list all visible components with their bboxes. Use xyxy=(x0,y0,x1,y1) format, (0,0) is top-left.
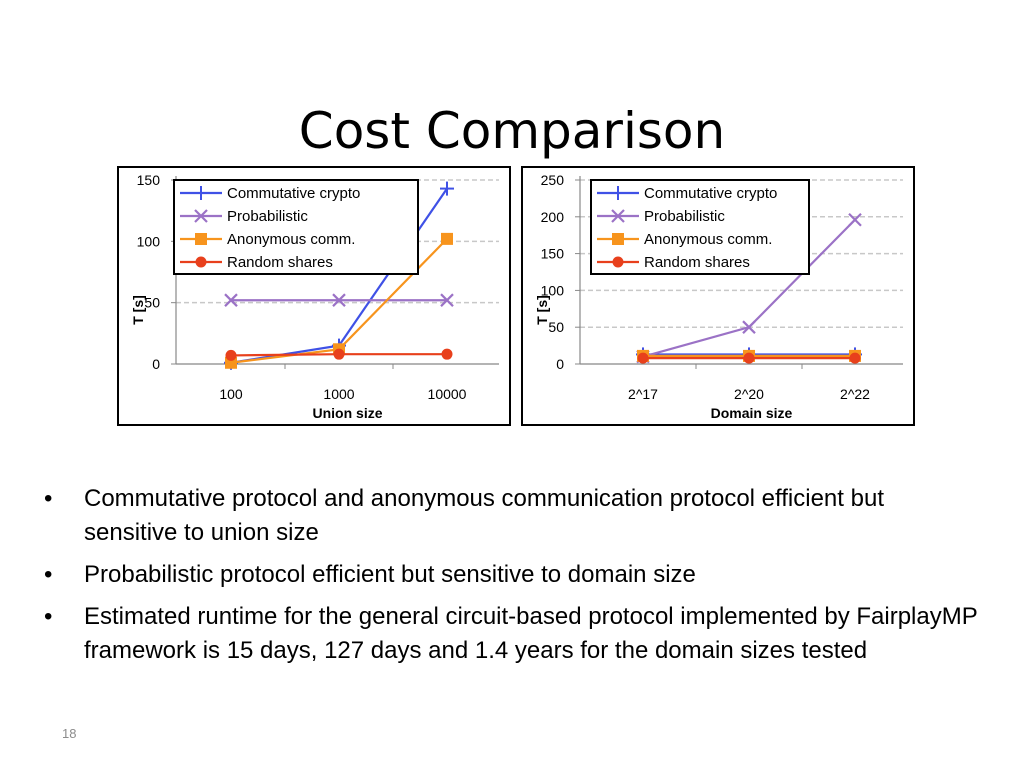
legend-marker xyxy=(612,256,624,268)
legend: Commutative crypto Probabilistic Anonymous… xyxy=(173,179,419,275)
chart-union-size: 0 50 100 150 100 1000 10000 Union size T [s] Comm… xyxy=(117,166,511,426)
point-random-shares xyxy=(333,348,345,360)
legend-marker xyxy=(611,209,625,223)
x-tick-label: 1000 xyxy=(323,386,354,402)
point-probabilistic xyxy=(224,293,238,307)
legend: Commutative crypto Probabilistic Anonymous… xyxy=(590,179,810,275)
legend-box xyxy=(173,179,419,275)
legend-label: Probabilistic xyxy=(644,208,725,225)
chart-domain-size: 0 50 100 150 200 250 2^17 2^20 2^22 Domain size T … xyxy=(521,166,915,426)
y-tick-label: 100 xyxy=(137,233,161,249)
bullet-dot-icon: • xyxy=(44,603,53,630)
bullet-dot-icon: • xyxy=(44,561,53,588)
bullet-item: • Probabilistic protocol efficient but se… xyxy=(40,558,980,592)
x-tick-label: 2^17 xyxy=(628,386,658,402)
x-tick-label: 2^22 xyxy=(840,386,870,402)
bullet-dot-icon: • xyxy=(44,485,53,512)
y-tick-label: 150 xyxy=(137,172,161,188)
legend-marker xyxy=(194,186,208,200)
legend-label: Random shares xyxy=(644,254,750,271)
chart-domain-size-svg: 0 50 100 150 200 250 2^17 2^20 2^22 Domain size T … xyxy=(534,172,903,421)
y-tick-label: 250 xyxy=(541,172,565,188)
point-random-shares xyxy=(637,352,649,364)
legend-label: Commutative crypto xyxy=(227,185,360,202)
bullet-text: Commutative protocol and anonymous commu… xyxy=(84,485,884,546)
page-number: 18 xyxy=(62,726,77,741)
y-tick-label: 50 xyxy=(548,319,564,335)
legend-label: Commutative crypto xyxy=(644,185,777,202)
point-probabilistic xyxy=(848,212,862,227)
point-probabilistic xyxy=(742,320,756,334)
x-axis-label: Domain size xyxy=(711,405,793,421)
y-tick-label: 150 xyxy=(541,246,565,262)
legend-marker xyxy=(194,209,208,223)
y-tick-label: 200 xyxy=(541,209,565,225)
x-tick-label: 100 xyxy=(219,386,243,402)
chart-union-size-svg: 0 50 100 150 100 1000 10000 Union size T [s] Comm… xyxy=(130,172,499,421)
x-axis-label: Union size xyxy=(312,405,382,421)
legend-marker xyxy=(611,186,625,200)
slide-title: Cost Comparison xyxy=(298,101,726,160)
point-probabilistic xyxy=(440,293,454,307)
point-probabilistic xyxy=(332,293,346,307)
bullet-item: • Commutative protocol and anonymous comm… xyxy=(40,482,980,550)
x-tick-label: 10000 xyxy=(428,386,467,402)
legend-label: Probabilistic xyxy=(227,208,308,225)
y-axis-label: T [s] xyxy=(130,295,146,325)
y-tick-label: 0 xyxy=(152,356,160,372)
x-tick-label: 2^20 xyxy=(734,386,764,402)
point-commutative-crypto xyxy=(440,181,454,196)
point-anonymous-comm xyxy=(441,232,453,245)
y-tick-label: 50 xyxy=(144,295,160,311)
legend-marker xyxy=(612,233,624,245)
legend-marker xyxy=(195,233,207,245)
legend-marker xyxy=(195,256,207,268)
point-random-shares xyxy=(225,349,237,361)
legend-label: Random shares xyxy=(227,254,333,271)
bullet-text: Probabilistic protocol efficient but sen… xyxy=(84,561,696,588)
legend-box xyxy=(590,179,810,275)
point-random-shares xyxy=(743,352,755,364)
y-axis-label: T [s] xyxy=(534,295,550,325)
y-tick-label: 0 xyxy=(556,356,564,372)
bullet-text: Estimated runtime for the general circui… xyxy=(84,603,978,664)
point-random-shares xyxy=(441,348,453,360)
bullet-item: • Estimated runtime for the general circu… xyxy=(40,600,980,668)
bullet-list: • Commutative protocol and anonymous comm… xyxy=(40,482,980,676)
legend-label: Anonymous comm. xyxy=(644,231,772,248)
y-tick-label: 100 xyxy=(541,282,565,298)
legend-label: Anonymous comm. xyxy=(227,231,355,248)
point-random-shares xyxy=(849,352,861,364)
